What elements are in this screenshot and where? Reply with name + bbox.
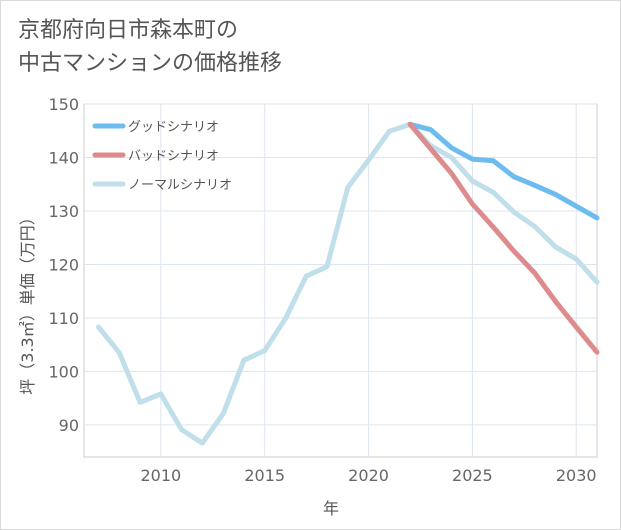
- x-tick-label: 2010: [140, 466, 181, 485]
- x-tick-label: 2025: [452, 466, 493, 485]
- y-tick-label: 90: [59, 416, 79, 435]
- y-tick-label: 140: [48, 148, 79, 167]
- y-tick-label: 110: [48, 309, 79, 328]
- chart-title-line-2: 中古マンションの価格推移: [18, 51, 283, 76]
- x-tick-label: 2030: [556, 466, 597, 485]
- legend-label-1: バッドシナリオ: [128, 149, 219, 164]
- y-tick-label: 150: [48, 95, 79, 114]
- y-tick-label: 130: [48, 202, 79, 221]
- series-line-1: [407, 121, 600, 355]
- chart-title: 京都府向日市森本町の 中古マンションの価格推移: [18, 14, 578, 80]
- series-lines: [96, 121, 600, 446]
- y-tick-label: 100: [48, 362, 79, 381]
- legend-label-2: ノーマルシナリオ: [128, 178, 232, 193]
- y-axis-title: 坪（3.3㎡）単価（万円）: [18, 209, 37, 394]
- series-line-0: [407, 121, 600, 221]
- series-line-2: [96, 121, 600, 446]
- legend-label-0: グッドシナリオ: [128, 120, 219, 135]
- y-tick-label: 120: [48, 255, 79, 274]
- x-tick-label: 2015: [244, 466, 285, 485]
- axes: 90 100 110 120 130 140 150 2010 2015 2020 2025 2030: [48, 95, 596, 485]
- x-tick-label: 2020: [348, 466, 389, 485]
- chart-title-line-1: 京都府向日市森本町の: [18, 18, 239, 43]
- x-axis-title: 年: [323, 499, 339, 518]
